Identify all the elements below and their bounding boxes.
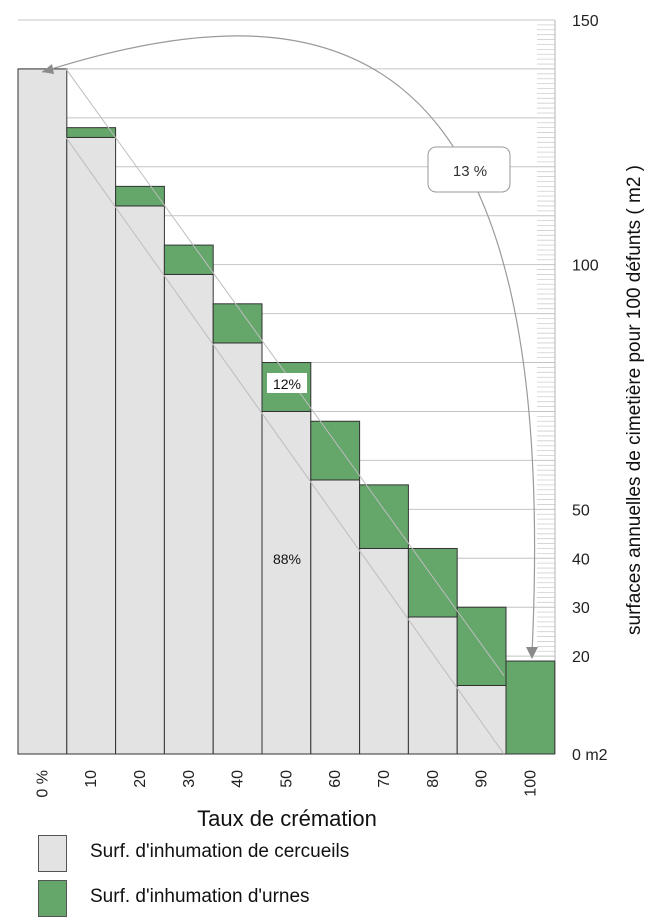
y-tick-label-0: 0 m2 bbox=[572, 747, 608, 764]
y-tick-label-30: 30 bbox=[572, 600, 590, 617]
x-tick-label-90: 90 bbox=[474, 770, 491, 788]
x-tick-label-20: 20 bbox=[132, 770, 149, 788]
bar-urn-40 bbox=[212, 303, 263, 344]
x-tick-label-100: 100 bbox=[522, 770, 539, 797]
annotation-12-label: 12% bbox=[273, 376, 301, 392]
legend-swatch-coffin bbox=[38, 835, 67, 872]
x-axis-title: Taux de crémation bbox=[197, 806, 377, 830]
diagonal-guide-lower bbox=[65, 137, 505, 755]
bar-urn-100 bbox=[505, 660, 556, 755]
x-tick-label-60: 60 bbox=[327, 770, 344, 788]
annotation-13-label: 13 % bbox=[453, 163, 487, 180]
arrowhead-down-icon bbox=[526, 647, 538, 660]
arrowhead-left-icon bbox=[42, 64, 54, 74]
bar-urn-20 bbox=[115, 185, 165, 207]
y-tick-label-40: 40 bbox=[572, 551, 590, 568]
bar-coffin-50 bbox=[261, 410, 312, 755]
bar-coffin-20 bbox=[115, 205, 165, 755]
legend-label-coffin: Surf. d'inhumation de cercueils bbox=[90, 841, 350, 862]
x-tick-label-0: 0 % bbox=[34, 770, 51, 798]
x-tick-label-30: 30 bbox=[181, 770, 198, 788]
x-tick-label-10: 10 bbox=[83, 770, 100, 788]
x-tick-label-40: 40 bbox=[230, 770, 247, 788]
bar-urn-30 bbox=[163, 244, 214, 275]
bar-coffin-80 bbox=[407, 616, 458, 755]
bar-urn-10 bbox=[66, 127, 117, 138]
y-tick-label-150: 150 bbox=[572, 13, 599, 30]
bar-coffin-40 bbox=[212, 342, 263, 755]
legend-item-coffin: Surf. d'inhumation de cercueils bbox=[38, 835, 638, 875]
bar-coffin-60 bbox=[310, 479, 361, 755]
bar-urn-70 bbox=[359, 484, 409, 549]
bar-coffin-0 bbox=[17, 68, 68, 755]
annotation-88-label: 88% bbox=[273, 551, 301, 567]
y-tick-label-100: 100 bbox=[572, 258, 599, 275]
chart: 13 % 12% 88% 150 100 50 40 30 20 0 m2 0 % 10 20 30 40 5… bbox=[17, 13, 645, 830]
y-tick-label-50: 50 bbox=[572, 502, 590, 519]
bar-coffin-30 bbox=[163, 273, 214, 755]
annotation-box-13 bbox=[427, 146, 511, 193]
legend-item-urn: Surf. d'inhumation d'urnes bbox=[38, 880, 638, 920]
y-tick-label-20: 20 bbox=[572, 649, 590, 666]
comparison-arrow bbox=[41, 35, 536, 654]
diagonal-guide-upper bbox=[65, 68, 505, 676]
bar-urn-90 bbox=[456, 606, 507, 686]
bar-urn-80 bbox=[407, 547, 458, 618]
bar-coffin-10 bbox=[66, 136, 117, 755]
x-tick-label-50: 50 bbox=[278, 770, 295, 788]
x-tick-label-70: 70 bbox=[376, 770, 393, 788]
annotation-12-bg bbox=[267, 373, 307, 393]
bar-coffin-70 bbox=[359, 547, 409, 755]
legend-swatch-urn bbox=[38, 880, 67, 917]
legend-label-urn: Surf. d'inhumation d'urnes bbox=[90, 886, 310, 907]
bar-coffin-90 bbox=[456, 684, 507, 755]
x-tick-label-80: 80 bbox=[425, 770, 442, 788]
y-axis-title: surfaces annuelles de cimetière pour 100… bbox=[624, 165, 645, 635]
bar-urn-60 bbox=[310, 420, 361, 481]
